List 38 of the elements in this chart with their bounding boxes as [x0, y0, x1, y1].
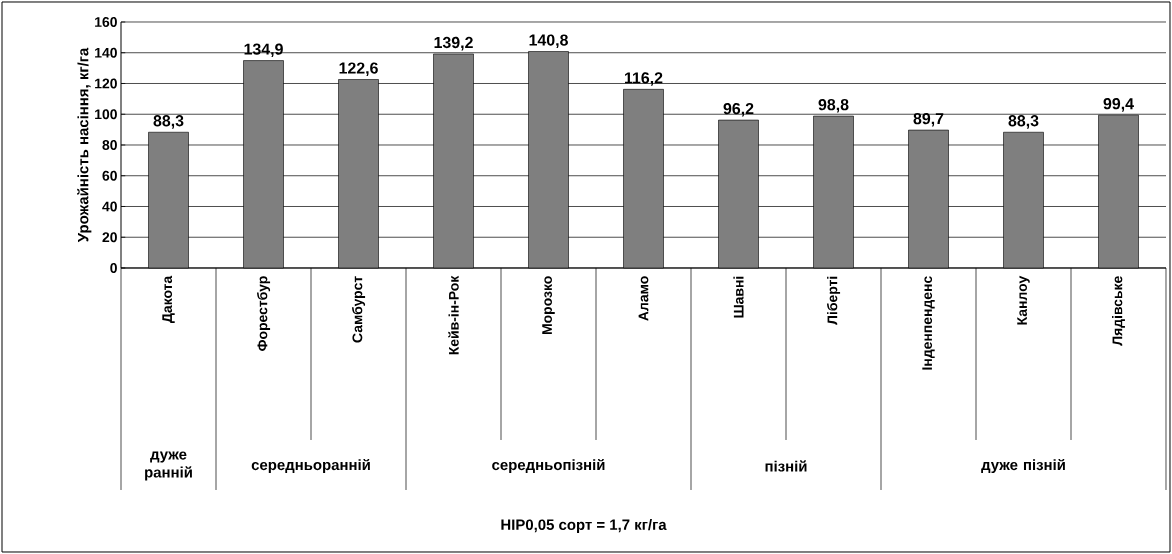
x-tick-label: Інденпенденс	[922, 276, 935, 370]
x-tick-label: Аламо	[638, 276, 649, 321]
data-label: 99,4	[1103, 98, 1134, 112]
text: середньопізній	[492, 458, 605, 474]
x-tick-label: Дакота	[162, 275, 175, 323]
y-tick-label: 120	[95, 78, 117, 89]
data-label: 134,9	[244, 43, 283, 58]
data-label: 139,2	[434, 36, 473, 51]
x-tick-label: Форестбур	[256, 276, 271, 351]
x-tick-label: Лядівське	[1112, 276, 1125, 346]
text: пізній	[765, 460, 807, 472]
y-tick-label: 40	[102, 201, 117, 212]
data-label: 122,6	[339, 62, 378, 76]
text: дуже пізній	[981, 458, 1065, 474]
y-tick-label: 0	[110, 263, 117, 273]
x-tick-label: Шавні	[733, 276, 744, 318]
x-tick-label: Ліберті	[826, 276, 841, 325]
x-tick-label: Самбурст	[351, 276, 366, 343]
y-axis-title: Урожайність насіння, кг/га	[77, 47, 92, 243]
y-tick-label: 60	[102, 170, 117, 181]
data-label: 88,3	[1008, 115, 1039, 129]
x-tick-label: Канлоу	[1017, 275, 1030, 325]
x-tick-label: Морозко	[542, 276, 555, 335]
y-tick-label: 20	[102, 232, 117, 243]
x-tick-label: Кейв-ін-Рок	[448, 275, 459, 355]
data-label: 88,3	[153, 115, 184, 129]
y-tick-label: 80	[102, 140, 117, 150]
text: НІР0,05 сорт = 1,7 кг/га	[501, 519, 667, 533]
data-label: 96,2	[723, 102, 754, 117]
text: середньоранній	[251, 458, 370, 474]
data-label: 89,7	[913, 112, 944, 127]
text: дуже ранній	[145, 451, 192, 481]
data-label: 116,2	[625, 72, 663, 86]
data-label: 140,8	[529, 34, 568, 48]
y-tick-label: 140	[95, 47, 117, 58]
y-tick-label: 160	[95, 17, 117, 27]
data-label: 98,8	[818, 98, 849, 113]
y-tick-label: 100	[95, 109, 117, 120]
